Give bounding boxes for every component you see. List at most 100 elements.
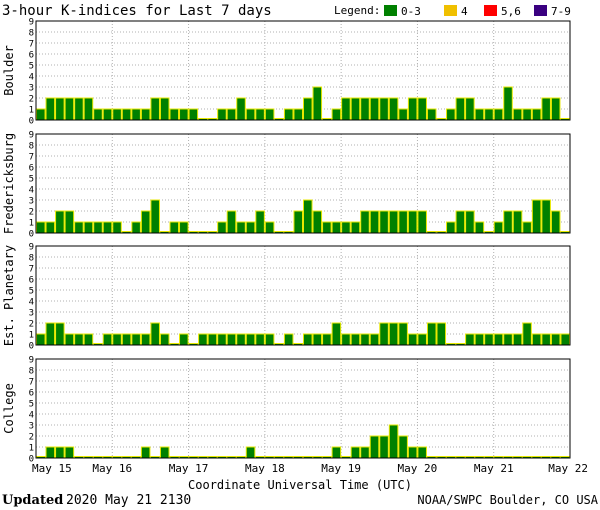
bar-fredericksburg-45 bbox=[465, 210, 475, 234]
bar-boulder-32 bbox=[341, 97, 351, 121]
bar-boulder-54 bbox=[550, 97, 561, 121]
y-tick-label: 3 bbox=[29, 309, 34, 319]
bar-boulder-28 bbox=[303, 97, 313, 121]
bar-boulder-44 bbox=[455, 97, 466, 121]
x-tick-label: May 18 bbox=[245, 462, 285, 475]
footer-updated-value: 2020 May 21 2130 bbox=[66, 493, 191, 508]
x-tick-label: May 15 bbox=[32, 462, 72, 475]
bar-fredericksburg-22 bbox=[245, 221, 256, 234]
bar-est-planetary-28 bbox=[303, 333, 313, 346]
bar-boulder-26 bbox=[283, 108, 294, 121]
bar-est-planetary-32 bbox=[341, 333, 351, 346]
y-tick-label: 2 bbox=[29, 433, 34, 443]
bar-fredericksburg-7 bbox=[102, 221, 113, 234]
bar-boulder-36 bbox=[379, 97, 389, 121]
legend-label-1: 4 bbox=[461, 5, 468, 18]
bar-est-planetary-9 bbox=[121, 333, 132, 346]
bar-college-33 bbox=[350, 446, 361, 459]
bar-boulder-2 bbox=[55, 97, 65, 121]
bar-fredericksburg-38 bbox=[398, 210, 408, 234]
bar-boulder-47 bbox=[484, 108, 494, 121]
bar-fredericksburg-43 bbox=[446, 221, 456, 234]
bar-fredericksburg-14 bbox=[169, 221, 180, 234]
bar-boulder-0 bbox=[36, 108, 46, 121]
bar-fredericksburg-32 bbox=[341, 221, 351, 234]
bar-fredericksburg-24 bbox=[264, 221, 275, 234]
bar-est-planetary-42 bbox=[436, 322, 447, 346]
legend-label-2: 5,6 bbox=[501, 5, 521, 18]
bar-est-planetary-11 bbox=[140, 333, 151, 346]
x-tick-label: May 19 bbox=[321, 462, 361, 475]
bar-boulder-35 bbox=[369, 97, 380, 121]
y-tick-label: 3 bbox=[29, 422, 34, 432]
bar-boulder-49 bbox=[503, 86, 513, 121]
bar-fredericksburg-51 bbox=[522, 221, 532, 234]
bar-est-planetary-1 bbox=[45, 322, 56, 346]
bar-boulder-24 bbox=[264, 108, 275, 121]
y-tick-label: 8 bbox=[29, 367, 34, 377]
bar-est-planetary-47 bbox=[484, 333, 494, 346]
bar-est-planetary-40 bbox=[417, 333, 427, 346]
bar-boulder-10 bbox=[131, 108, 141, 121]
bar-boulder-23 bbox=[255, 108, 265, 121]
y-tick-label: 1 bbox=[29, 106, 34, 116]
bar-college-34 bbox=[360, 446, 370, 459]
bar-est-planetary-41 bbox=[426, 322, 437, 346]
y-tick-label: 6 bbox=[29, 389, 34, 399]
bar-boulder-43 bbox=[446, 108, 456, 121]
bar-est-planetary-50 bbox=[512, 333, 523, 346]
bar-fredericksburg-54 bbox=[550, 210, 561, 234]
y-tick-label: 4 bbox=[29, 73, 34, 83]
bar-fredericksburg-53 bbox=[541, 199, 551, 234]
bar-boulder-15 bbox=[179, 108, 189, 121]
bar-fredericksburg-33 bbox=[350, 221, 361, 234]
y-tick-label: 7 bbox=[29, 265, 34, 275]
y-tick-label: 2 bbox=[29, 320, 34, 330]
y-tick-label: 0 bbox=[29, 230, 34, 240]
bar-college-40 bbox=[417, 446, 427, 459]
bar-boulder-14 bbox=[169, 108, 180, 121]
y-tick-label: 9 bbox=[29, 131, 34, 141]
y-tick-label: 1 bbox=[29, 444, 34, 454]
bar-est-planetary-2 bbox=[55, 322, 65, 346]
bar-est-planetary-33 bbox=[350, 333, 361, 346]
bar-college-1 bbox=[45, 446, 56, 459]
bar-fredericksburg-11 bbox=[140, 210, 151, 234]
x-tick-label: May 21 bbox=[474, 462, 514, 475]
bar-est-planetary-38 bbox=[398, 322, 408, 346]
panel-label: Fredericksburg bbox=[2, 133, 16, 234]
bar-est-planetary-39 bbox=[407, 333, 418, 346]
bar-college-22 bbox=[245, 446, 256, 459]
bar-boulder-19 bbox=[217, 108, 227, 121]
bar-fredericksburg-35 bbox=[369, 210, 380, 234]
chart-title: 3-hour K-indices for Last 7 days bbox=[2, 3, 272, 19]
bar-boulder-12 bbox=[150, 97, 160, 121]
y-tick-label: 8 bbox=[29, 142, 34, 152]
bar-est-planetary-24 bbox=[264, 333, 275, 346]
bar-boulder-33 bbox=[350, 97, 361, 121]
y-tick-label: 5 bbox=[29, 175, 34, 185]
y-tick-label: 4 bbox=[29, 186, 34, 196]
bar-college-11 bbox=[140, 446, 151, 459]
bar-boulder-22 bbox=[245, 108, 256, 121]
bar-fredericksburg-21 bbox=[236, 221, 246, 234]
bar-fredericksburg-4 bbox=[74, 221, 84, 234]
panel-label: Est. Planetary bbox=[2, 245, 16, 346]
y-tick-label: 4 bbox=[29, 411, 34, 421]
panel-frame-3 bbox=[35, 358, 571, 459]
bar-boulder-31 bbox=[331, 108, 342, 121]
bar-est-planetary-30 bbox=[322, 333, 332, 346]
y-tick-label: 2 bbox=[29, 208, 34, 218]
x-axis-label: Coordinate Universal Time (UTC) bbox=[188, 478, 412, 492]
bar-boulder-21 bbox=[236, 97, 246, 121]
bar-est-planetary-36 bbox=[379, 322, 389, 346]
bar-est-planetary-54 bbox=[550, 333, 561, 346]
legend-title: Legend: bbox=[334, 4, 380, 17]
bar-boulder-38 bbox=[398, 108, 408, 121]
x-tick-label: May 17 bbox=[169, 462, 209, 475]
y-tick-label: 7 bbox=[29, 40, 34, 50]
bar-est-planetary-3 bbox=[64, 333, 75, 346]
y-tick-label: 6 bbox=[29, 51, 34, 61]
